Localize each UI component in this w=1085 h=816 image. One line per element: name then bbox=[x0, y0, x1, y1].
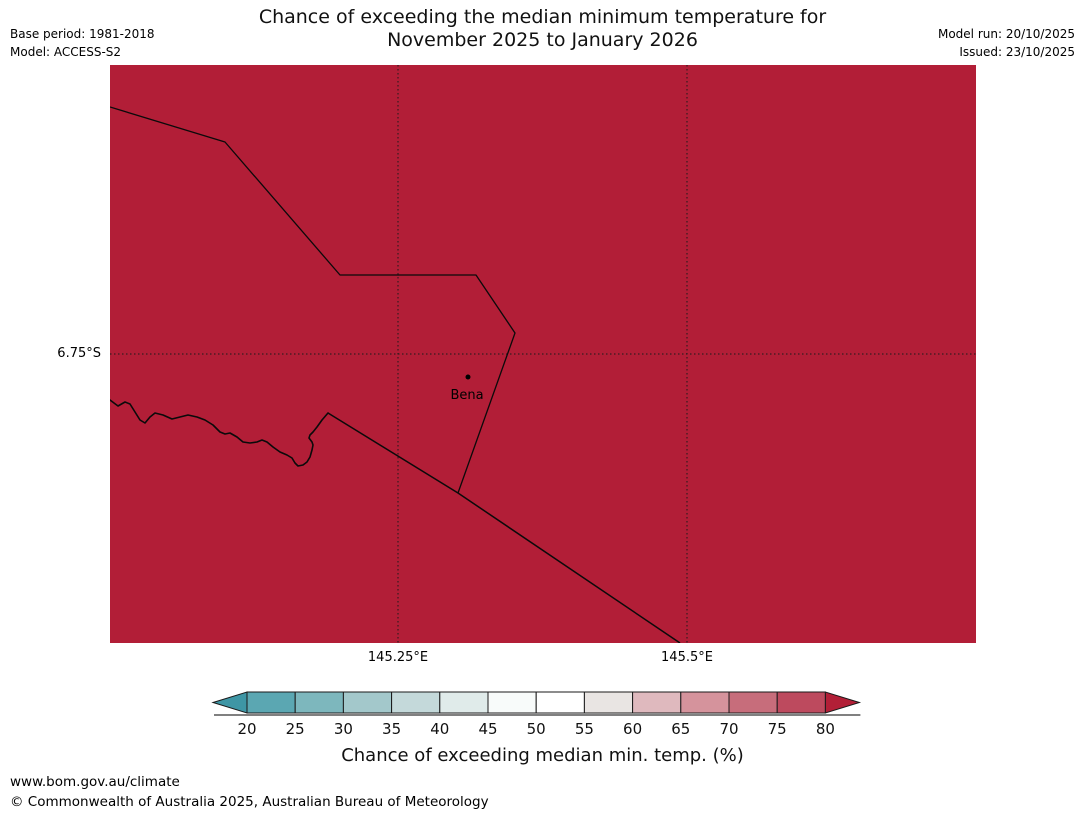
colorbar-segment bbox=[583, 691, 634, 714]
colorbar-tick-label: 45 bbox=[478, 720, 497, 738]
colorbar-scale: 20 25 30 35 40 45 50 55 60 65 70 75 80 bbox=[200, 688, 890, 744]
colorbar-tick-label: 20 bbox=[237, 720, 256, 738]
colorbar-segment bbox=[680, 691, 730, 714]
colorbar-segment bbox=[776, 691, 826, 714]
coastline bbox=[110, 399, 329, 467]
title-line-1: Chance of exceeding the median minimum t… bbox=[258, 6, 827, 28]
colorbar-segment bbox=[535, 691, 585, 714]
model-info-block: Base period: 1981-2018 Model: ACCESS-S2 bbox=[10, 25, 155, 61]
model-name-text: Model: ACCESS-S2 bbox=[10, 45, 122, 59]
region-border-diagonal-line bbox=[327, 412, 681, 643]
region-border-line bbox=[110, 106, 516, 494]
colorbar-tick-label: 40 bbox=[430, 720, 449, 738]
footer-block: www.bom.gov.au/climate © Commonwealth of… bbox=[10, 773, 489, 812]
colorbar-segment bbox=[439, 691, 489, 714]
y-axis-label: 6.75°S bbox=[57, 346, 101, 361]
colorbar-svg: 20 25 30 35 40 45 50 55 60 65 70 75 80 bbox=[211, 691, 862, 738]
colorbar-segment bbox=[391, 691, 441, 714]
colorbar-tick-label: 35 bbox=[382, 720, 401, 738]
colorbar-tick-label: 80 bbox=[816, 720, 835, 738]
page-title: Chance of exceeding the median minimum t… bbox=[0, 6, 1085, 52]
colorbar-tick-label: 60 bbox=[623, 720, 642, 738]
colorbar-segment bbox=[728, 691, 778, 714]
x-axis-label-145-25: 145.25°E bbox=[367, 650, 429, 665]
base-period-text: Base period: 1981-2018 bbox=[10, 27, 155, 41]
colorbar-segment bbox=[632, 691, 682, 714]
place-label-bena: Bena bbox=[450, 388, 484, 403]
map-graphics bbox=[110, 65, 976, 643]
colorbar-right-arrow bbox=[824, 691, 862, 714]
colorbar-tick-label: 25 bbox=[286, 720, 305, 738]
bena-marker-dot bbox=[465, 374, 471, 380]
footer-url: www.bom.gov.au/climate bbox=[10, 774, 180, 790]
colorbar-segment bbox=[294, 691, 344, 714]
run-info-block: Model run: 20/10/2025 Issued: 23/10/2025 bbox=[938, 25, 1075, 61]
colorbar-tick-label: 65 bbox=[671, 720, 690, 738]
x-axis-label-145-5: 145.5°E bbox=[661, 650, 713, 665]
colorbar-caption: Chance of exceeding median min. temp. (%… bbox=[341, 745, 744, 766]
colorbar-segment bbox=[246, 691, 296, 714]
forecast-map: Bena bbox=[110, 65, 976, 643]
colorbar-tick-label: 70 bbox=[719, 720, 738, 738]
colorbar-left-arrow bbox=[211, 691, 248, 714]
title-line-2: November 2025 to January 2026 bbox=[387, 29, 698, 51]
colorbar-tick-label: 75 bbox=[768, 720, 787, 738]
colorbar-tick-label: 50 bbox=[527, 720, 546, 738]
footer-copyright: © Commonwealth of Australia 2025, Austra… bbox=[10, 793, 489, 810]
colorbar-segment bbox=[342, 691, 393, 714]
colorbar-tick-label: 55 bbox=[575, 720, 594, 738]
model-run-text: Model run: 20/10/2025 bbox=[937, 27, 1075, 41]
colorbar-tick-label: 30 bbox=[334, 720, 353, 738]
issued-date-text: Issued: 23/10/2025 bbox=[959, 45, 1075, 59]
colorbar-segment bbox=[487, 691, 537, 714]
